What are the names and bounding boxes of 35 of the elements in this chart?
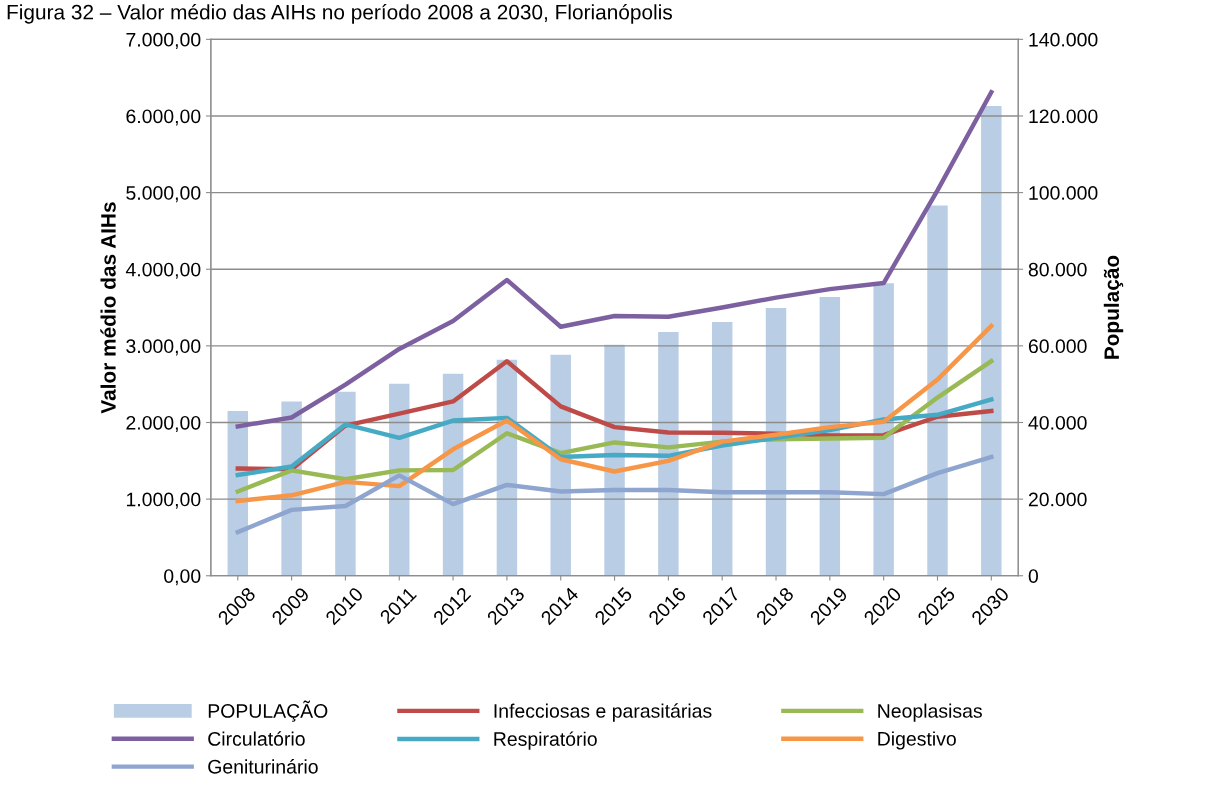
bar [658,331,679,576]
bar [873,283,894,576]
line-series [235,323,994,504]
legend-label: Neoplasisas [878,703,982,722]
y-tick-label: 0,00 [164,569,201,586]
y-tick-label: 7.000,00 [126,32,201,49]
bar [765,308,787,576]
line-series [235,90,994,429]
y-tick-label: 3.000,00 [126,339,201,356]
y2-tick-label: 80.000 [1028,262,1087,277]
y-axis-title: Valor médio das AIHs [100,202,116,414]
bar [927,205,948,576]
y2-tick-label: 100.000 [1029,186,1098,200]
y-tick-label: 1.000,00 [126,492,201,509]
y-tick-label: 4.000,00 [125,262,201,279]
legend-label: Geniturinário [208,759,318,774]
y-tick-label: 5.000,00 [126,186,201,203]
legend-label: POPULAÇÃO [208,700,328,722]
legend-label: Respiratório [494,731,597,750]
y2-tick-label: 60.000 [1028,339,1087,354]
legend-label: Infecciosas e parasitárias [494,703,712,722]
y-tick-label: 6.000,00 [126,109,201,126]
line-series [235,454,994,535]
y2-axis-title: População [1103,255,1124,359]
y2-tick-label: 0 [1028,569,1038,583]
y-tick-label: 2.000,00 [126,415,201,433]
legend-label: Digestivo [878,731,956,750]
y2-tick-label: 140.000 [1029,32,1098,47]
bar [604,344,625,576]
y2-tick-label: 20.000 [1028,492,1087,507]
bar [981,106,1002,576]
y2-tick-label: 120.000 [1029,109,1098,124]
y2-tick-label: 40.000 [1028,415,1087,430]
chart-title: Figura 32 – Valor médio das AIHs no período 2008 a 2030, Florianópolis [7,4,672,24]
legend-label: Circulatório [208,731,305,746]
